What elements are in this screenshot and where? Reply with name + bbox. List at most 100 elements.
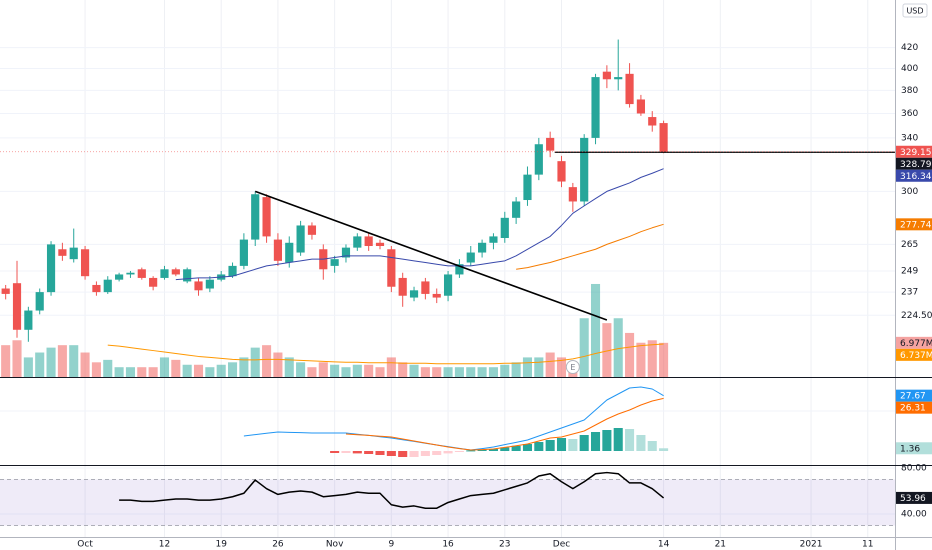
- histogram-bar: [386, 451, 396, 456]
- candle-body: [364, 236, 373, 247]
- volume-bar: [80, 352, 90, 377]
- x-tick-label: 26: [272, 540, 284, 550]
- y-tick-label: 380: [901, 86, 918, 96]
- candle-body: [126, 272, 135, 275]
- volume-bar: [556, 357, 567, 377]
- candle-body: [659, 123, 668, 152]
- candle-body: [296, 225, 305, 253]
- rsi-line: [119, 471, 665, 509]
- value-tag-bg: [896, 389, 932, 402]
- volume-bar: [409, 364, 419, 377]
- volume-bar: [57, 345, 67, 377]
- y-tick-label: 400: [901, 64, 918, 74]
- candle-body: [557, 161, 566, 182]
- candle-body: [262, 197, 271, 237]
- candle-body: [330, 259, 339, 266]
- histogram-bar: [613, 428, 623, 451]
- candle-body: [546, 137, 555, 151]
- y-tick-label: 237: [901, 288, 918, 298]
- value-tag-bg: [896, 157, 932, 170]
- volume-bar: [318, 362, 328, 377]
- axis-labels-layer: Oct 12 19 26 Nov 9 16 23 Dec 14 21 2021 11 224.50 237 2…: [77, 43, 932, 550]
- y-tick-label: 80.00: [901, 463, 927, 473]
- candle-body: [341, 247, 351, 258]
- candle-body: [602, 71, 611, 80]
- candle-body: [307, 225, 317, 235]
- earnings-marker[interactable]: [565, 360, 580, 374]
- volume-bar: [590, 283, 601, 377]
- volume-bar: [216, 364, 226, 377]
- candle-body: [1, 288, 10, 294]
- volume-bar: [239, 357, 249, 377]
- candle-body: [648, 117, 657, 126]
- marks-layer: E: [0, 39, 895, 509]
- x-tick-label: 12: [159, 540, 170, 550]
- value-tag-bg: [896, 336, 932, 349]
- candle-body: [137, 269, 146, 278]
- x-tick-label: 21: [715, 540, 726, 550]
- candle-body: [500, 217, 509, 238]
- x-tick-label: Dec: [553, 540, 570, 550]
- candle-body: [228, 265, 237, 277]
- volume-bar: [125, 367, 135, 377]
- volume-bar: [69, 345, 79, 377]
- value-tag-bg: [896, 169, 932, 182]
- candle-body: [273, 239, 282, 261]
- candle-body: [432, 293, 441, 298]
- y-tick-label: 265: [901, 240, 918, 250]
- x-tick-label: 11: [862, 540, 873, 550]
- value-tag: 53.96: [900, 494, 926, 504]
- histogram-bar: [341, 451, 351, 453]
- grid-layer: [0, 0, 895, 537]
- value-tag: 316.34: [900, 172, 932, 182]
- histogram-bar: [522, 444, 533, 451]
- volume-bar: [46, 347, 56, 377]
- x-tick-label: 9: [388, 540, 394, 550]
- histogram-bar: [556, 438, 567, 451]
- x-tick-label: Oct: [77, 540, 93, 550]
- histogram-bar: [602, 430, 612, 451]
- candle-body: [160, 269, 169, 278]
- volume-bar: [159, 357, 170, 377]
- volume-bar: [454, 367, 464, 377]
- macd-line: [345, 397, 664, 451]
- volume-bar: [262, 345, 272, 377]
- candle-body: [636, 99, 645, 114]
- histogram-bar: [500, 447, 510, 451]
- histogram-bar: [409, 451, 419, 457]
- candle-body: [568, 187, 577, 202]
- histogram-bar: [432, 451, 442, 455]
- candle-body: [285, 242, 294, 263]
- currency-box[interactable]: [902, 3, 928, 18]
- histogram-bar: [364, 451, 374, 454]
- histogram-bar: [488, 449, 498, 451]
- volume-bar: [182, 364, 192, 377]
- value-tag: 27.67: [900, 392, 926, 402]
- candle-body: [194, 281, 203, 291]
- volume-average-line: [107, 343, 664, 365]
- volume-bar: [579, 318, 589, 377]
- candle-body: [523, 174, 532, 201]
- volume-bar: [443, 367, 453, 377]
- volume-bar: [659, 342, 669, 377]
- candle-body: [614, 77, 623, 80]
- volume-bar: [625, 332, 635, 377]
- volume-bar: [1, 345, 11, 377]
- candle-body: [375, 242, 385, 247]
- candle-body: [58, 249, 67, 256]
- histogram-bar: [647, 441, 657, 451]
- volume-bar: [647, 340, 657, 377]
- candle-body: [69, 247, 78, 260]
- candle-body: [149, 277, 158, 287]
- volume-bar: [35, 352, 45, 377]
- candle-body: [580, 137, 589, 202]
- volume-bar: [466, 367, 476, 377]
- volume-bar: [545, 352, 555, 377]
- value-tag-bg: [896, 401, 932, 414]
- volume-bar: [137, 367, 147, 377]
- candle-body: [421, 281, 430, 294]
- histogram-bar: [625, 429, 635, 451]
